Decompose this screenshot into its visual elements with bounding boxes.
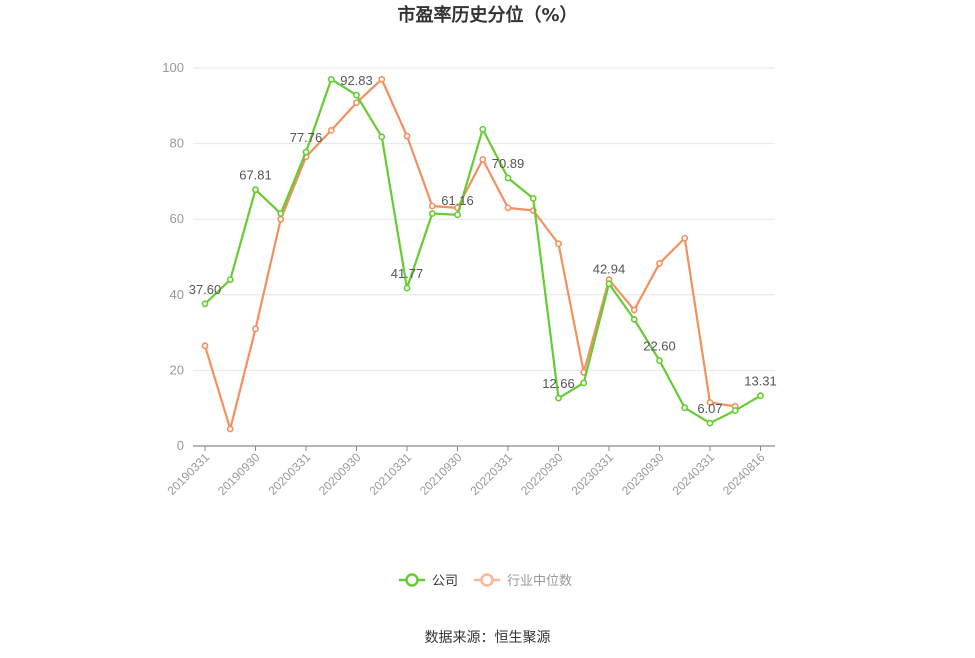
data-point[interactable] [277, 210, 285, 217]
legend-label-company: 公司 [432, 574, 458, 589]
data-point[interactable] [428, 202, 436, 210]
data-point[interactable] [302, 148, 310, 156]
data-label: 13.31 [744, 374, 777, 389]
data-point[interactable] [327, 75, 335, 83]
data-point[interactable] [403, 132, 411, 140]
y-tick-label: 80 [170, 136, 184, 151]
y-tick-label: 60 [170, 211, 184, 226]
x-tick-label: 20220930 [518, 450, 566, 498]
data-label: 70.89 [492, 156, 525, 171]
data-point[interactable] [504, 204, 512, 212]
data-point[interactable] [529, 195, 537, 202]
data-label: 42.94 [593, 262, 626, 277]
data-point[interactable] [252, 325, 259, 333]
data-point[interactable] [681, 234, 689, 242]
x-tick-label: 20230331 [568, 450, 616, 498]
data-point[interactable] [757, 392, 764, 400]
data-point[interactable] [252, 186, 259, 194]
legend-marker-company [405, 573, 419, 587]
data-point[interactable] [327, 126, 335, 134]
data-point[interactable] [479, 125, 487, 133]
series-line-1 [203, 78, 736, 431]
data-point[interactable] [656, 260, 663, 267]
data-point[interactable] [201, 342, 209, 350]
data-point[interactable] [226, 276, 234, 284]
y-tick-label: 20 [170, 362, 184, 377]
data-point[interactable] [630, 315, 638, 323]
x-tick-label: 20220331 [467, 450, 515, 498]
data-label: 37.60 [189, 282, 222, 297]
data-label: 92.83 [340, 73, 373, 88]
data-point[interactable] [454, 211, 461, 219]
x-tick-label: 20190930 [215, 450, 263, 498]
y-tick-label: 0 [177, 438, 184, 453]
data-point[interactable] [378, 75, 386, 83]
data-point[interactable] [706, 399, 714, 406]
data-point[interactable] [656, 357, 663, 364]
x-tick-label: 20210930 [417, 450, 465, 498]
data-point[interactable] [479, 156, 487, 163]
data-point[interactable] [353, 99, 360, 107]
data-point[interactable] [630, 306, 638, 314]
data-point[interactable] [226, 425, 234, 433]
data-labels: 37.60 67.81 77.76 92.83 41.77 61.16 70.89 12.66… [189, 73, 777, 416]
x-tick-label: 20190331 [164, 450, 212, 498]
data-point[interactable] [580, 379, 588, 387]
axes: 0 20 40 60 80 100 20190331 20190930 20200331 2020… [162, 60, 775, 498]
data-label: 41.77 [391, 266, 424, 281]
grid [193, 67, 775, 371]
legend-marker-industry-median [480, 573, 494, 587]
data-point[interactable] [277, 215, 285, 223]
data-label: 67.81 [239, 168, 272, 183]
series [201, 75, 764, 433]
x-tick-label: 20200930 [316, 450, 364, 498]
data-point[interactable] [605, 280, 613, 288]
data-label: 12.66 [542, 376, 575, 391]
data-point[interactable] [403, 284, 411, 292]
y-tick-label: 40 [170, 287, 184, 302]
legend[interactable]: 公司 行业中位数 [399, 573, 572, 589]
chart-title: 市盈率历史分位（%） [397, 4, 577, 26]
data-point[interactable] [353, 91, 360, 99]
y-tick-label: 100 [162, 60, 184, 75]
legend-label-industry-median: 行业中位数 [507, 574, 572, 589]
legend-item-industry-median[interactable]: 行业中位数 [474, 573, 572, 589]
data-point[interactable] [555, 240, 562, 248]
data-point[interactable] [555, 394, 562, 402]
data-label: 77.76 [290, 130, 323, 145]
data-point[interactable] [731, 407, 739, 414]
x-tick-label: 20230930 [619, 450, 667, 498]
x-tick-label: 20210331 [366, 450, 414, 498]
x-tick-label: 20240331 [669, 450, 717, 498]
data-label: 22.60 [643, 339, 676, 354]
x-tick-label: 20200331 [265, 450, 313, 498]
data-point[interactable] [681, 404, 689, 412]
data-point[interactable] [201, 300, 209, 308]
x-tick-label: 20240816 [720, 450, 768, 498]
data-label: 6.07 [697, 401, 722, 416]
source-note: 数据来源：恒生聚源 [425, 630, 551, 646]
legend-item-company[interactable]: 公司 [399, 573, 458, 589]
data-point[interactable] [378, 133, 386, 141]
data-point[interactable] [428, 210, 436, 217]
data-point[interactable] [504, 174, 512, 182]
data-label: 61.16 [441, 193, 474, 208]
data-point[interactable] [706, 419, 714, 427]
